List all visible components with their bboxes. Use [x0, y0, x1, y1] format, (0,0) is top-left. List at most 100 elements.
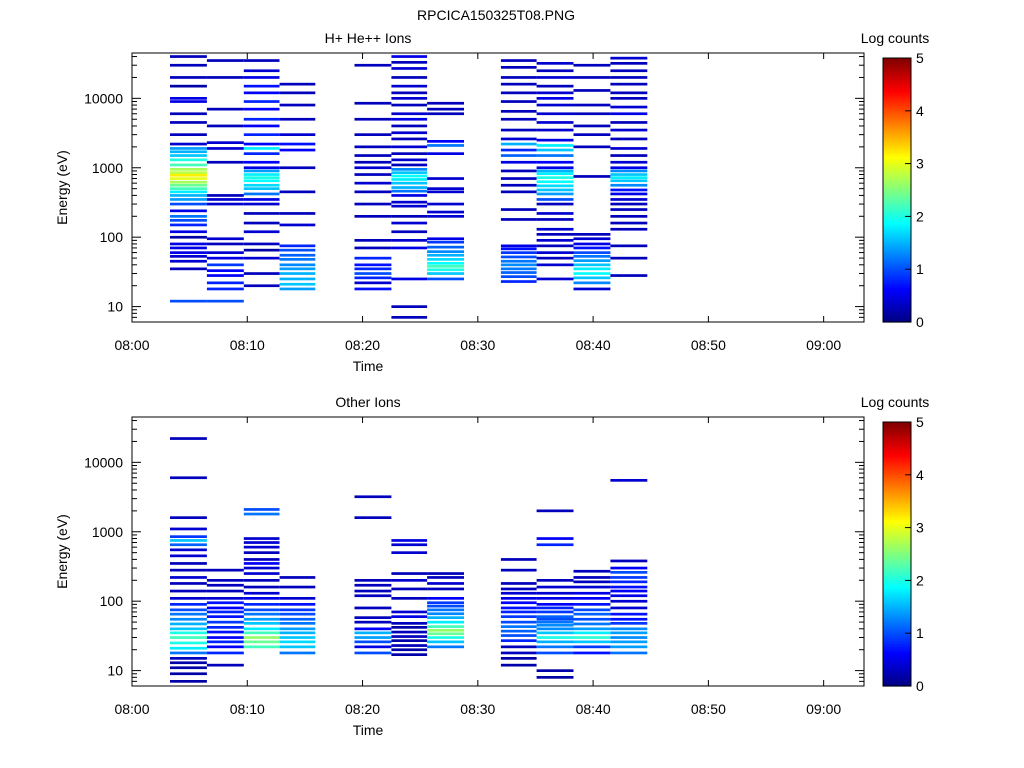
spectrogram-cell: [536, 251, 574, 254]
spectrogram-cell: [170, 209, 207, 213]
spectrogram-cell: [536, 112, 574, 116]
x-tick-label: 08:40: [576, 701, 611, 717]
spectrogram-cell: [610, 105, 648, 109]
colorbar-segment: [883, 92, 911, 96]
spectrogram-cell: [170, 171, 207, 174]
spectrogram-cell: [610, 69, 648, 73]
spectrogram-cell: [279, 608, 316, 612]
colorbar-segment: [883, 575, 911, 579]
spectrogram-cell: [391, 597, 428, 600]
spectrogram-cell: [573, 63, 611, 67]
spectrogram-cell: [170, 582, 207, 585]
colorbar-segment: [883, 672, 911, 677]
spectrogram-cell: [391, 117, 428, 121]
colorbar-segment: [883, 282, 911, 286]
spectrogram-cell: [243, 160, 280, 164]
colorbar-segment: [883, 290, 911, 294]
y-tick-label: 100: [100, 229, 124, 245]
spectrogram-cell: [170, 259, 207, 263]
x-tick-label: 08:00: [114, 337, 149, 353]
spectrogram-cell: [279, 267, 316, 271]
colorbar-segment: [883, 253, 911, 257]
spectrogram-cell: [610, 274, 648, 277]
spectrogram-cell: [573, 627, 611, 631]
colorbar-segment: [883, 554, 911, 558]
colorbar-segment: [883, 458, 911, 463]
colorbar-segment: [883, 445, 911, 449]
spectrogram-cell: [243, 579, 280, 582]
spectrogram-cell: [610, 571, 648, 574]
colorbar-segment: [883, 643, 911, 647]
y-tick-label: 10000: [84, 454, 123, 470]
spectrogram-cell: [536, 277, 574, 281]
colorbar-segment: [883, 121, 911, 125]
spectrogram-cell: [427, 604, 464, 608]
spectrogram-cell: [206, 274, 244, 277]
colorbar-segment: [883, 174, 911, 178]
spectrogram-cell: [206, 626, 244, 629]
colorbar-segment: [883, 490, 911, 494]
spectrogram-cell: [206, 59, 244, 62]
spectrogram-cell: [573, 651, 611, 655]
spectrogram-cell: [610, 631, 648, 635]
colorbar-segment: [883, 219, 911, 223]
spectrogram-cell: [170, 631, 207, 635]
spectrogram-cell: [536, 669, 574, 672]
spectrogram-cell: [391, 61, 428, 64]
spectrogram-cell: [354, 606, 392, 610]
colorbar-segment: [883, 480, 911, 484]
colorbar-segment: [883, 73, 911, 78]
spectrogram-cell: [391, 305, 428, 308]
spectrogram-cell: [536, 227, 574, 231]
spectrogram-cell: [536, 627, 574, 631]
colorbar-segment: [883, 630, 911, 634]
spectrogram-cell: [500, 66, 537, 69]
colorbar-segment: [883, 171, 911, 175]
spectrogram-cell: [243, 272, 280, 275]
spectrogram-cell: [536, 640, 574, 644]
colorbar-label: Log counts: [861, 30, 930, 46]
spectrogram-cell: [391, 171, 428, 174]
spectrogram-cell: [536, 84, 574, 88]
spectrogram-cell: [243, 59, 280, 62]
spectrogram-cell: [170, 177, 207, 180]
spectrogram-cell: [391, 163, 428, 167]
colorbar-tick-label: 4: [916, 103, 924, 119]
spectrogram-cell: [170, 215, 207, 218]
spectrogram-cell: [536, 620, 574, 624]
spectrogram-cell: [573, 242, 611, 246]
spectrogram-cell: [536, 676, 574, 679]
spectrogram-cell: [573, 259, 611, 262]
spectrogram-cell: [391, 610, 428, 614]
spectrogram-cell: [536, 585, 574, 589]
spectrogram-cell: [354, 579, 392, 582]
spectrogram-cell: [170, 627, 207, 631]
colorbar-segment: [883, 221, 911, 225]
spectrogram-cell: [279, 91, 316, 95]
spectrogram-cell: [354, 166, 392, 170]
colorbar-segment: [883, 256, 911, 260]
spectrogram-cell: [206, 651, 244, 655]
spectrogram-cell: [610, 121, 648, 124]
colorbar: 0 1 2 3 4 5 Log counts: [861, 394, 930, 694]
colorbar-segment: [883, 184, 911, 188]
spectrogram-cell: [391, 181, 428, 185]
panel-h-he-ions: 08:00 08:10 08:20 08:30 08:40 08:50 09:0010100…: [54, 30, 929, 374]
spectrogram-cell: [206, 281, 244, 285]
spectrogram-cell: [243, 572, 280, 575]
spectrogram-cell: [279, 287, 316, 291]
spectrogram-cell: [206, 237, 244, 241]
panel-title: Other Ions: [335, 394, 400, 410]
spectrogram-cell: [206, 601, 244, 605]
spectrogram-cell: [500, 177, 537, 180]
spectrogram-cell: [206, 256, 244, 260]
spectrogram-cell: [610, 128, 648, 132]
colorbar-segment: [883, 585, 911, 589]
colorbar-segment: [883, 424, 911, 428]
colorbar-segment: [883, 314, 911, 318]
spectrogram-cell: [500, 558, 537, 561]
spectrogram-cell: [170, 84, 207, 88]
spectrogram-cell: [427, 237, 464, 241]
colorbar-segment: [883, 556, 911, 560]
spectrogram-cell: [573, 281, 611, 285]
